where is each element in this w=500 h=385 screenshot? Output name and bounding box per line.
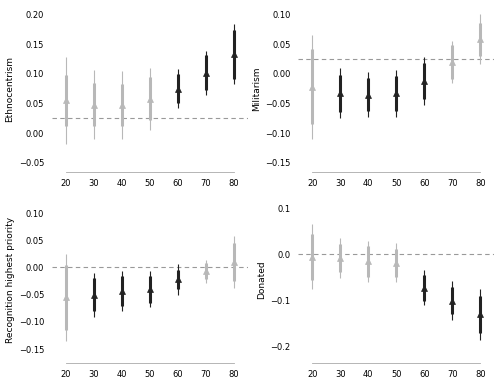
Y-axis label: Donated: Donated (258, 260, 266, 299)
Y-axis label: Ethnocentrism: Ethnocentrism (6, 55, 15, 122)
Y-axis label: Militarism: Militarism (252, 66, 261, 111)
Y-axis label: Recognition highest priority: Recognition highest priority (6, 217, 15, 343)
